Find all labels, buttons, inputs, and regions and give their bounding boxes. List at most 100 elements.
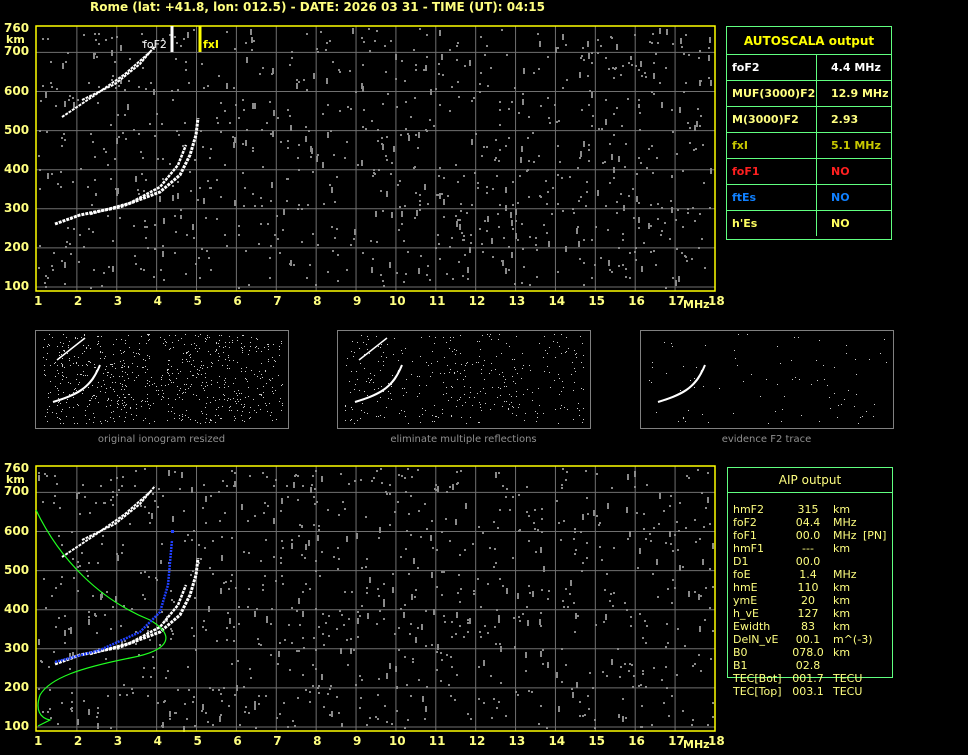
noise-dot <box>87 575 89 577</box>
x-tick-label: 8 <box>313 294 322 308</box>
noise-dot <box>405 491 407 493</box>
noise-dot <box>481 243 483 245</box>
noise-dot <box>479 631 481 633</box>
noise-dot <box>467 267 469 273</box>
noise-dot <box>173 601 175 603</box>
noise-dot <box>563 606 565 608</box>
noise-dot <box>435 247 437 249</box>
param-name: B1 <box>733 659 748 672</box>
noise-dot <box>328 615 330 617</box>
noise-dot <box>250 677 252 679</box>
noise-dot <box>118 136 120 138</box>
noise-dot <box>344 508 346 510</box>
noise-dot <box>679 107 681 113</box>
noise-dot <box>535 244 537 246</box>
noise-dot <box>420 255 422 257</box>
noise-dot <box>192 224 194 230</box>
noise-dot <box>458 261 460 263</box>
noise-dot <box>302 611 304 617</box>
noise-dot <box>414 166 416 168</box>
noise-dot <box>527 620 529 626</box>
noise-dot <box>270 623 272 625</box>
noise-dot <box>636 196 638 202</box>
noise-dot <box>447 195 449 197</box>
noise-dot <box>631 64 633 66</box>
noise-dot <box>650 540 652 542</box>
noise-dot <box>439 104 441 106</box>
noise-dot <box>449 49 451 51</box>
noise-dot <box>605 614 607 620</box>
noise-dot <box>393 146 395 152</box>
noise-dot <box>131 608 133 610</box>
noise-dot <box>172 99 174 101</box>
noise-dot <box>191 487 193 493</box>
noise-dot <box>627 98 629 100</box>
noise-dot <box>500 646 502 652</box>
noise-dot <box>274 234 276 236</box>
noise-dot <box>118 85 120 87</box>
noise-dot <box>628 670 630 672</box>
noise-dot <box>174 252 176 254</box>
noise-dot <box>280 510 282 512</box>
noise-dot <box>670 495 672 497</box>
noise-dot <box>236 685 238 691</box>
noise-dot <box>105 658 107 660</box>
noise-dot <box>404 604 406 606</box>
noise-dot <box>290 125 292 131</box>
noise-dot <box>557 47 559 49</box>
noise-dot <box>220 714 222 716</box>
noise-dot <box>586 557 588 559</box>
noise-dot <box>672 43 674 45</box>
noise-dot <box>112 240 114 242</box>
noise-dot <box>595 226 597 228</box>
noise-dot <box>175 712 177 714</box>
noise-dot <box>61 544 63 546</box>
noise-dot <box>407 251 409 253</box>
noise-dot <box>205 217 207 219</box>
noise-dot <box>275 479 277 481</box>
noise-dot <box>527 137 529 139</box>
noise-dot <box>712 702 714 704</box>
noise-dot <box>212 573 214 575</box>
aip-row: ymE 20 km <box>728 594 886 607</box>
noise-dot <box>180 217 182 219</box>
noise-dot <box>622 233 624 235</box>
noise-dot <box>665 287 667 289</box>
noise-dot <box>427 203 429 205</box>
noise-dot <box>344 157 346 159</box>
noise-dot <box>640 162 642 164</box>
noise-dot <box>538 155 540 157</box>
noise-dot <box>493 698 495 700</box>
x-tick-label: 6 <box>233 294 242 308</box>
noise-dot <box>150 46 152 48</box>
noise-dot <box>506 54 508 56</box>
noise-dot <box>360 697 362 699</box>
noise-dot <box>140 505 142 507</box>
y-tick-label: 200 <box>4 239 30 254</box>
noise-dot <box>188 82 190 84</box>
noise-dot <box>64 642 66 644</box>
noise-dot <box>441 54 443 60</box>
noise-dot <box>412 658 414 660</box>
noise-dot <box>92 231 94 233</box>
noise-dot <box>679 565 681 571</box>
noise-dot <box>226 627 228 629</box>
noise-dot <box>321 674 323 680</box>
noise-dot <box>317 535 319 541</box>
noise-dot <box>47 38 49 40</box>
noise-dot <box>408 513 410 515</box>
noise-dot <box>656 559 658 565</box>
noise-dot <box>158 488 160 490</box>
noise-dot <box>254 611 256 617</box>
noise-dot <box>653 667 655 669</box>
noise-dot <box>378 595 380 597</box>
noise-dot <box>249 475 251 477</box>
noise-dot <box>266 122 268 124</box>
noise-dot <box>521 223 523 225</box>
noise-dot <box>597 52 599 54</box>
noise-dot <box>39 188 41 190</box>
noise-dot <box>212 689 214 691</box>
noise-dot <box>202 704 204 710</box>
noise-dot <box>689 142 691 144</box>
noise-dot <box>247 520 249 522</box>
